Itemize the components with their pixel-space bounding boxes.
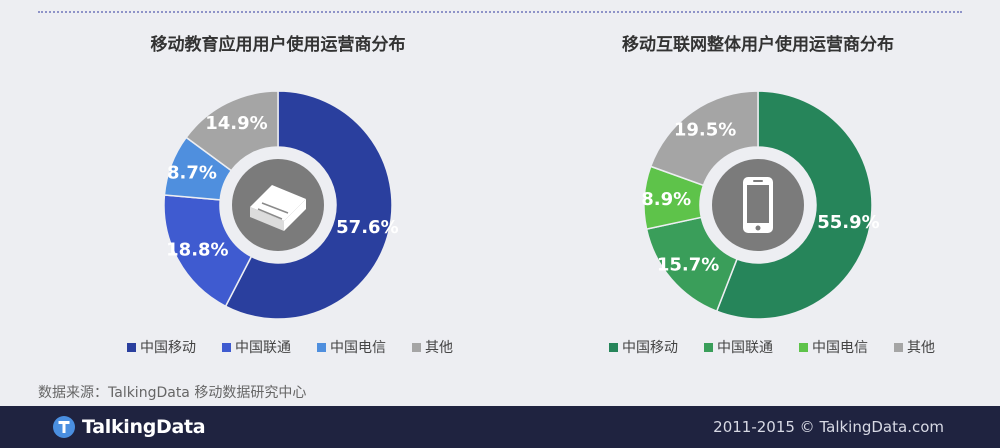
legend-swatch (412, 342, 421, 352)
copyright-text: 2011-2015 © TalkingData.com (713, 418, 944, 436)
legend-item: 中国联通 (704, 337, 773, 357)
legend-item: 中国移动 (609, 337, 678, 357)
legend-swatch (799, 342, 808, 352)
slice-value-label: 18.8% (166, 239, 228, 260)
legend-swatch (704, 342, 713, 352)
donut-chart-internet: 55.9% 15.7% 8.9% 19.5% (641, 90, 880, 320)
donut-slice-1 (224, 90, 393, 320)
legend-label: 中国联通 (717, 340, 773, 356)
legend-education: 中国移动 中国联通 中国电信 其他 (127, 337, 453, 357)
slice-value-label: 19.5% (674, 120, 736, 141)
slice-value-label: 55.9% (817, 212, 879, 233)
legend-label: 其他 (425, 340, 453, 356)
legend-label: 中国电信 (330, 340, 386, 356)
legend-internet: 中国移动 中国联通 中国电信 其他 (609, 337, 935, 357)
legend-label: 中国移动 (622, 340, 678, 356)
legend-item: 中国联通 (222, 337, 291, 357)
slice-value-label: 57.6% (336, 217, 398, 238)
legend-item: 其他 (412, 337, 453, 357)
book-icon (250, 185, 306, 231)
top-dotted-rule (38, 11, 962, 13)
legend-item: 中国移动 (127, 337, 196, 357)
donut-slice-4 (185, 90, 279, 172)
slice-value-label: 15.7% (657, 255, 719, 276)
data-source-note: 数据来源：TalkingData 移动数据研究中心 (38, 385, 307, 401)
slice-value-label: 8.9% (641, 189, 691, 210)
brand-logo: TalkingData (52, 415, 206, 439)
legend-item: 其他 (894, 337, 935, 357)
slice-value-label: 14.9% (205, 113, 267, 134)
legend-item: 中国电信 (799, 337, 868, 357)
chart-title-internet: 移动互联网整体用户使用运营商分布 (622, 35, 894, 55)
legend-swatch (317, 342, 326, 352)
footer-bar: TalkingData 2011-2015 © TalkingData.com (0, 406, 1000, 448)
legend-swatch (127, 342, 136, 352)
chart-title-education: 移动教育应用用户使用运营商分布 (150, 35, 406, 55)
legend-label: 中国移动 (140, 340, 196, 356)
legend-label: 其他 (907, 340, 935, 356)
donut-slice-4 (649, 90, 759, 187)
smartphone-icon (743, 177, 773, 233)
legend-label: 中国联通 (235, 340, 291, 356)
donut-slice-2 (163, 194, 253, 308)
legend-swatch (609, 342, 618, 352)
legend-swatch (894, 342, 903, 352)
brand-name: TalkingData (82, 416, 206, 438)
slice-value-label: 8.7% (167, 162, 217, 183)
legend-swatch (222, 342, 231, 352)
legend-label: 中国电信 (812, 340, 868, 356)
talkingdata-logo-icon (53, 416, 75, 438)
legend-item: 中国电信 (317, 337, 386, 357)
donut-slice-1 (715, 90, 873, 320)
donut-chart-education: 57.6% 18.8% 8.7% 14.9% (163, 90, 399, 320)
